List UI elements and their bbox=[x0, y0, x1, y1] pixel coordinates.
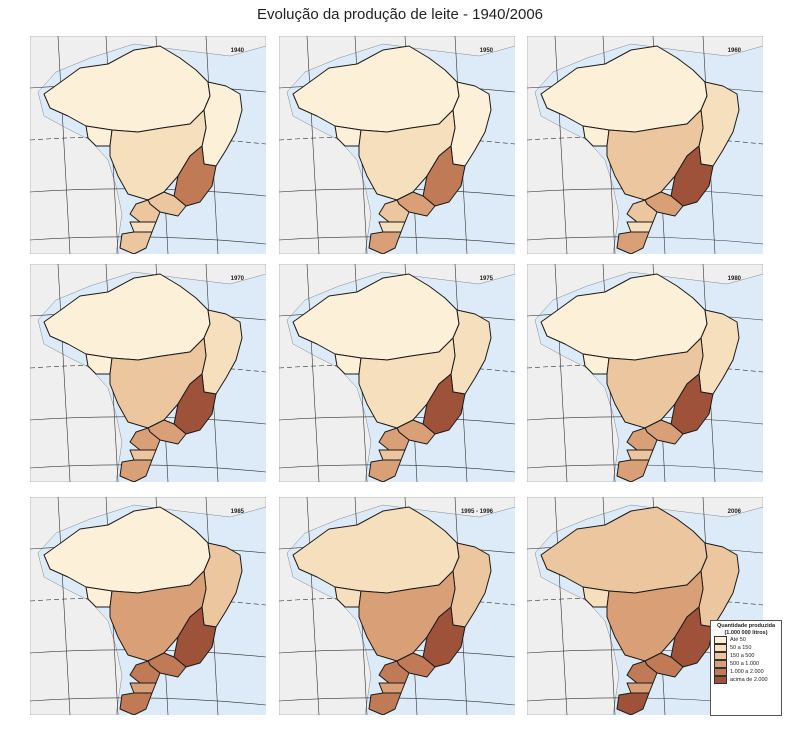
region-nw bbox=[334, 125, 362, 147]
brazil-map: 1980 bbox=[527, 264, 763, 482]
region-nw bbox=[85, 586, 113, 608]
map-panel: 1975 bbox=[279, 264, 515, 482]
legend-label: 500 a 1.000 bbox=[730, 661, 760, 667]
brazil-map: 1995 - 1996 bbox=[279, 497, 515, 715]
legend-item: 150 a 500 bbox=[714, 652, 778, 660]
legend-label: Até 50 bbox=[730, 637, 746, 643]
map-legend: Quantidade produzida (1.000 000 litros) … bbox=[710, 620, 782, 716]
neighbor-countries bbox=[527, 264, 763, 482]
map-year-label: 2006 bbox=[728, 509, 742, 515]
map-year-label: 1960 bbox=[728, 48, 742, 54]
region-sc bbox=[626, 682, 654, 694]
region-sc bbox=[129, 682, 157, 694]
legend-label: 150 a 500 bbox=[730, 653, 755, 659]
region-sc bbox=[378, 449, 406, 461]
map-panel: 1995 - 1996 bbox=[279, 497, 515, 715]
brazil-map: 1950 bbox=[279, 36, 515, 254]
region-nw bbox=[85, 353, 113, 375]
region-sc bbox=[378, 221, 406, 233]
region-pr bbox=[129, 199, 161, 223]
region-rs bbox=[368, 459, 402, 482]
region-pr bbox=[129, 427, 161, 451]
brazil-map: 1960 bbox=[527, 36, 763, 254]
map-panel: 1985 bbox=[30, 497, 266, 715]
region-pr bbox=[129, 660, 161, 684]
map-year-label: 1995 - 1996 bbox=[461, 509, 494, 515]
region-nw bbox=[334, 353, 362, 375]
neighbor-countries bbox=[30, 497, 266, 715]
brazil-map: 1975 bbox=[279, 264, 515, 482]
graticule bbox=[30, 497, 266, 715]
region-pr bbox=[378, 199, 410, 223]
map-year-label: 1940 bbox=[231, 48, 245, 54]
map-panel: 1960 bbox=[527, 36, 763, 254]
legend-item: Até 50 bbox=[714, 636, 778, 644]
neighbor-countries bbox=[30, 36, 266, 254]
region-pr bbox=[626, 660, 658, 684]
map-panel: 1970 bbox=[30, 264, 266, 482]
map-panel: 1980 bbox=[527, 264, 763, 482]
legend-item: 50 a 150 bbox=[714, 644, 778, 652]
map-year-label: 1980 bbox=[728, 276, 742, 282]
neighbor-countries bbox=[279, 36, 515, 254]
region-nw bbox=[334, 586, 362, 608]
region-rs bbox=[119, 459, 153, 482]
region-rs bbox=[616, 231, 650, 254]
region-pr bbox=[378, 427, 410, 451]
region-rs bbox=[368, 692, 402, 715]
region-sc bbox=[129, 449, 157, 461]
legend-label: 50 a 150 bbox=[730, 645, 752, 651]
neighbor-countries bbox=[527, 497, 763, 715]
region-rs bbox=[368, 231, 402, 254]
page-title: Evolução da produção de leite - 1940/200… bbox=[256, 6, 544, 23]
region-sc bbox=[626, 221, 654, 233]
region-sc bbox=[129, 221, 157, 233]
brazil-map: 1940 bbox=[30, 36, 266, 254]
legend-swatch bbox=[714, 668, 727, 676]
region-nw bbox=[85, 125, 113, 147]
legend-label: acima de 2.000 bbox=[730, 677, 768, 683]
map-year-label: 1970 bbox=[231, 276, 245, 282]
neighbor-countries bbox=[30, 264, 266, 482]
legend-item: acima de 2.000 bbox=[714, 676, 778, 684]
region-nw bbox=[582, 125, 610, 147]
region-nw bbox=[582, 353, 610, 375]
map-panel: 1940 bbox=[30, 36, 266, 254]
brazil-map: 1985 bbox=[30, 497, 266, 715]
map-year-label: 1975 bbox=[480, 276, 494, 282]
legend-title: Quantidade produzida (1.000 000 litros) bbox=[716, 623, 776, 636]
legend-swatch bbox=[714, 660, 727, 668]
region-sc bbox=[378, 682, 406, 694]
region-pr bbox=[626, 427, 658, 451]
map-panel: 1950 bbox=[279, 36, 515, 254]
legend-label: 1.000 a 2.000 bbox=[730, 669, 764, 675]
region-sc bbox=[626, 449, 654, 461]
region-pr bbox=[378, 660, 410, 684]
legend-swatch bbox=[714, 636, 727, 644]
legend-swatch bbox=[714, 652, 727, 660]
region-rs bbox=[119, 231, 153, 254]
region-pr bbox=[626, 199, 658, 223]
map-year-label: 1985 bbox=[231, 509, 245, 515]
neighbor-countries bbox=[279, 264, 515, 482]
neighbor-countries bbox=[279, 497, 515, 715]
legend-item: 500 a 1.000 bbox=[714, 660, 778, 668]
legend-swatch bbox=[714, 676, 727, 684]
map-year-label: 1950 bbox=[480, 48, 494, 54]
legend-swatch bbox=[714, 644, 727, 652]
region-rs bbox=[119, 692, 153, 715]
neighbor-countries bbox=[527, 36, 763, 254]
brazil-map: 1970 bbox=[30, 264, 266, 482]
region-rs bbox=[616, 459, 650, 482]
region-nw bbox=[582, 586, 610, 608]
region-rs bbox=[616, 692, 650, 715]
legend-item: 1.000 a 2.000 bbox=[714, 668, 778, 676]
